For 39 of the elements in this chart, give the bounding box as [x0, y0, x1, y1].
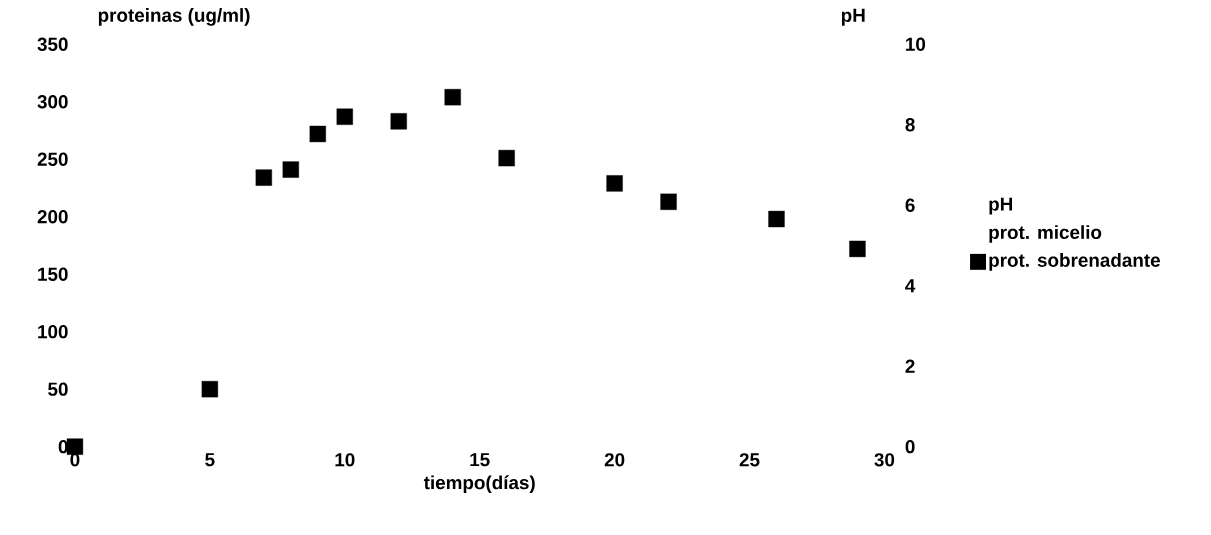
y-tick-label: 300: [37, 95, 68, 109]
point: [309, 125, 326, 143]
x-tick-label: 5: [205, 453, 215, 467]
x-tick-label: 30: [874, 453, 895, 467]
text: prot. micelio: [989, 225, 1102, 243]
point: [498, 150, 515, 167]
y-tick-label: 200: [37, 210, 68, 224]
y-axis-title: proteinas (ug/ml): [98, 8, 250, 26]
point: [201, 381, 219, 398]
y-tick-label: 350: [37, 37, 68, 52]
point: [336, 108, 353, 126]
point: [660, 193, 677, 211]
y-tick-label: 50: [48, 382, 68, 396]
x-tick-label: 0: [70, 453, 80, 467]
y2-tick-label: 2: [905, 359, 915, 373]
x-tick-label: 25: [739, 453, 760, 467]
point: [444, 89, 461, 106]
x-axis-title: tiempo(días): [423, 475, 535, 494]
point: [255, 169, 272, 186]
y2-tick-label: 8: [905, 118, 915, 132]
text: pH: [989, 197, 1013, 215]
point: [390, 113, 407, 130]
point: [66, 438, 84, 455]
y-tick-label: 100: [38, 325, 68, 339]
point: [768, 211, 785, 228]
y-tick-label: 250: [37, 152, 68, 167]
x-tick-label: 10: [335, 453, 355, 467]
point: [849, 240, 866, 258]
y2-tick-label: 10: [906, 37, 926, 52]
y2-tick-label: 6: [905, 198, 915, 213]
x-tick-label: 15: [470, 453, 490, 467]
y2-tick-label: 0: [905, 440, 915, 454]
y2-axis-title: pH: [841, 9, 865, 26]
x-tick-label: 20: [604, 453, 625, 467]
point: [606, 175, 623, 192]
point: [282, 161, 299, 178]
y2-tick-label: 4: [905, 279, 916, 293]
y-tick-label: 150: [38, 267, 68, 282]
legend-label: prot. sobrenadante: [989, 253, 1160, 271]
